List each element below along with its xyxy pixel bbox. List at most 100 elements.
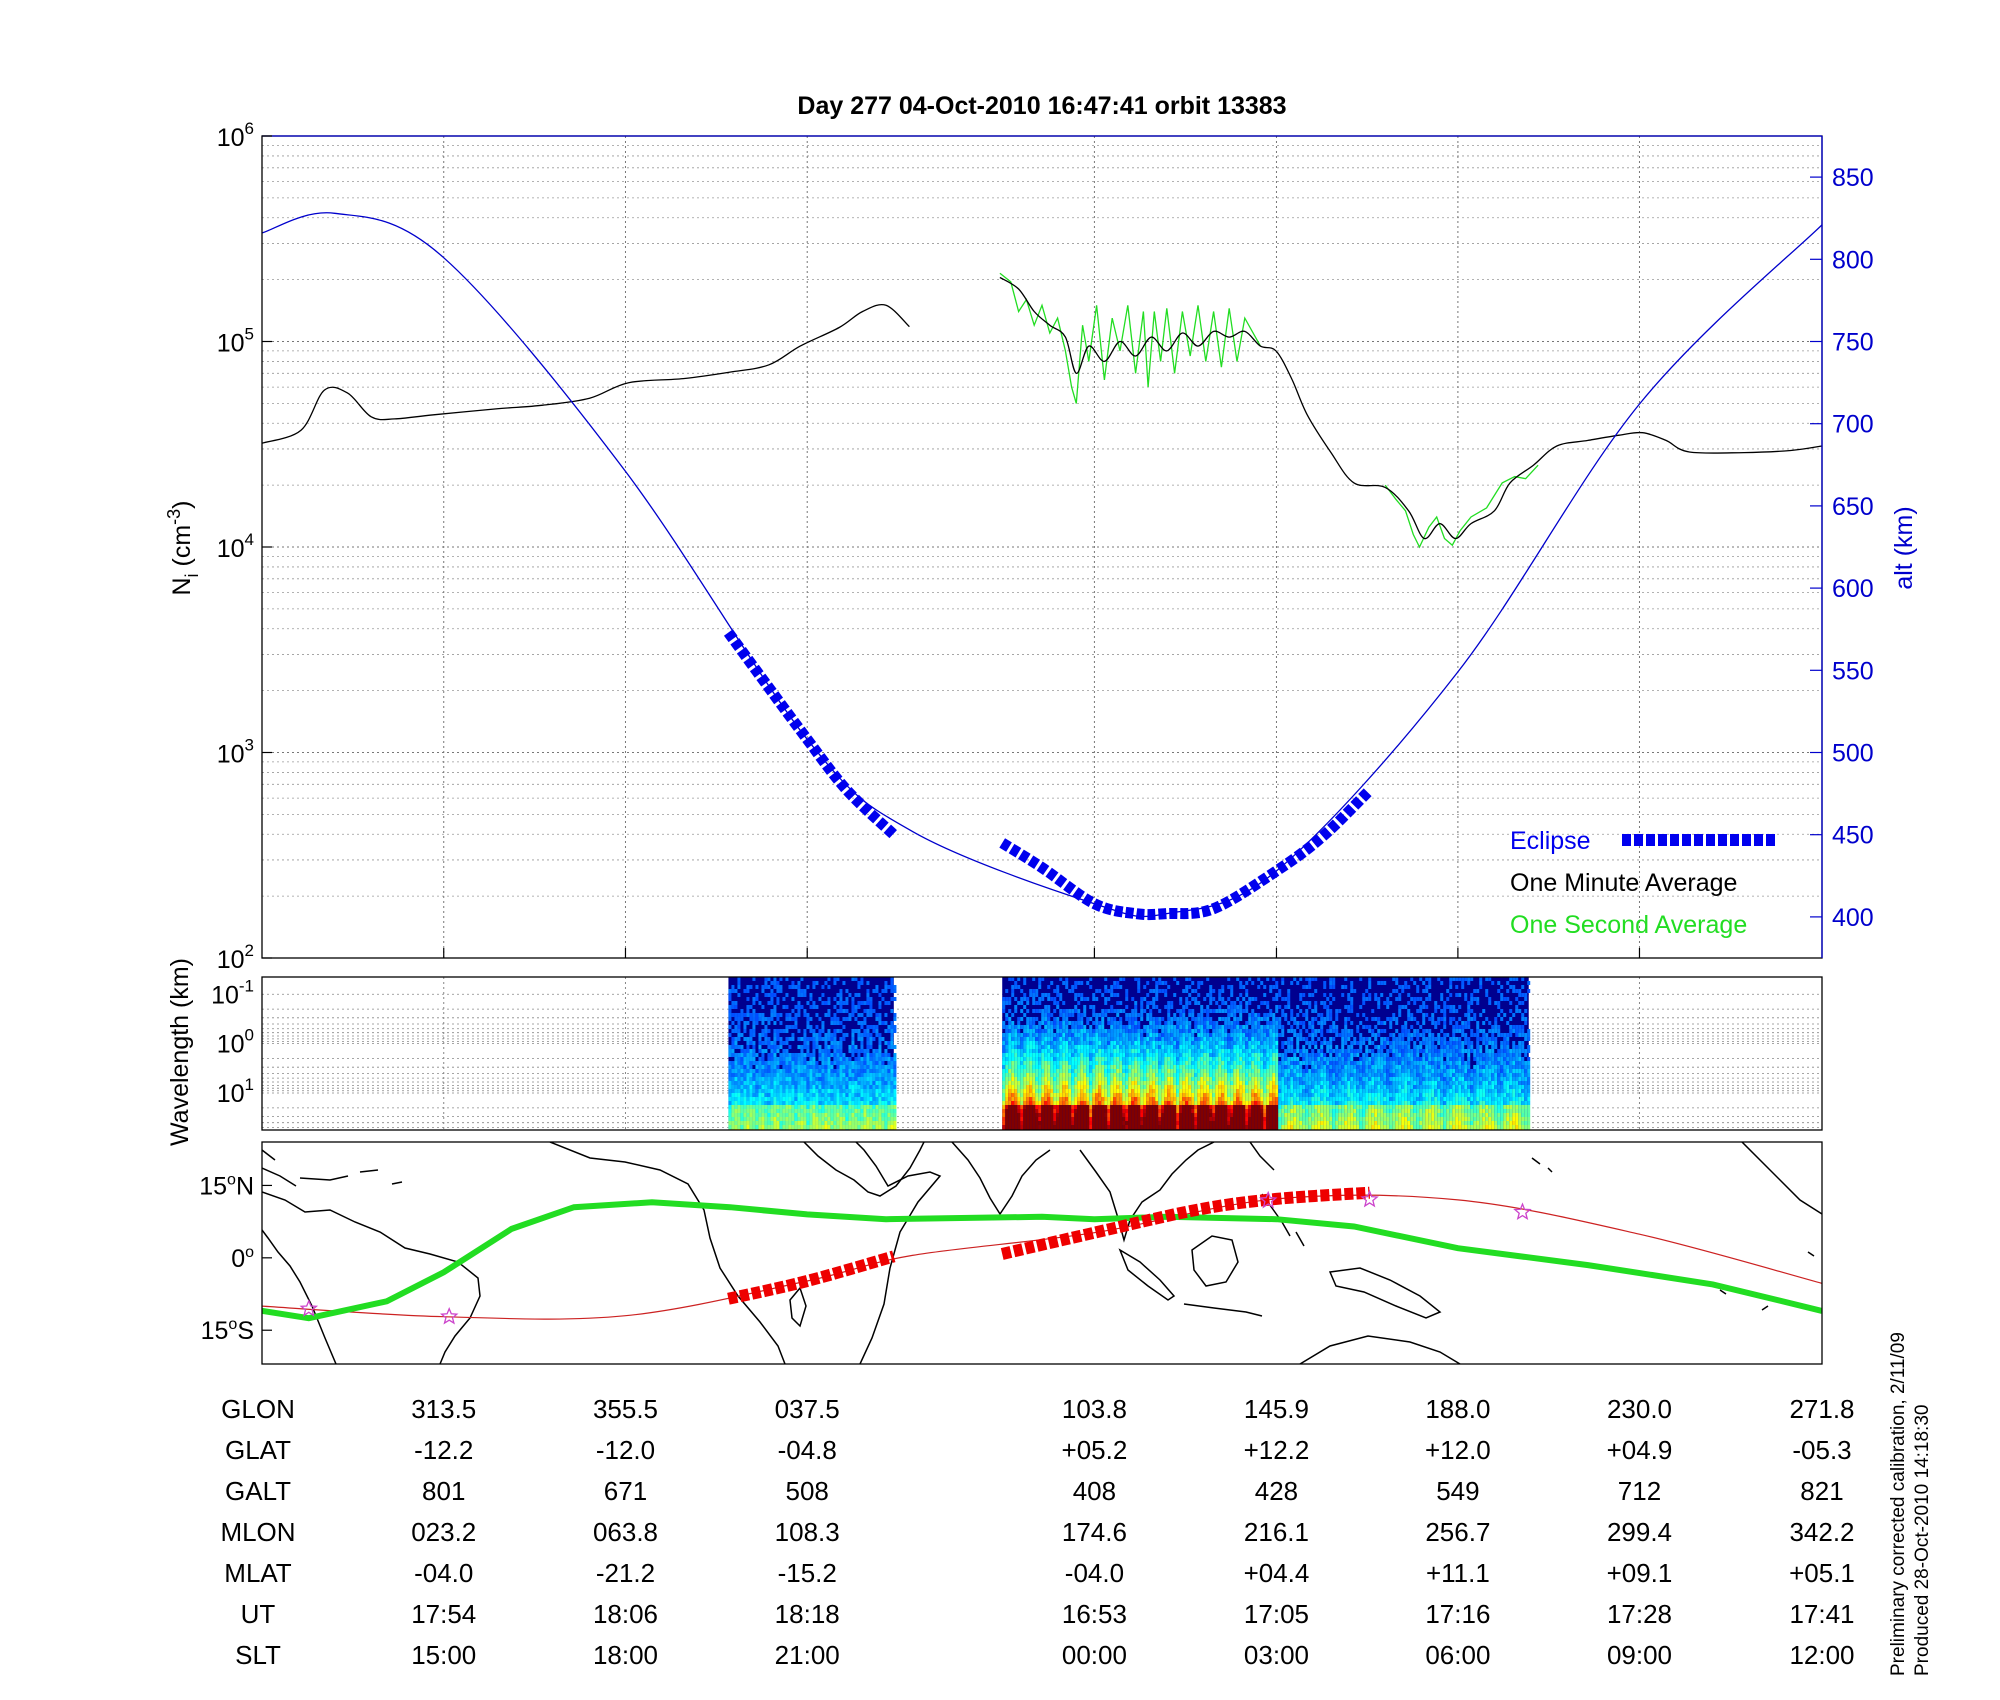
spectrogram-cell <box>764 1017 768 1021</box>
spectrogram-cell <box>854 1097 858 1101</box>
spectrogram-cell <box>1125 1081 1129 1085</box>
spectrogram-cell <box>1125 1069 1129 1073</box>
spectrogram-cell <box>1281 1125 1285 1129</box>
spectrogram-cell <box>1203 1037 1207 1041</box>
spectrogram-cell <box>1029 1053 1033 1057</box>
spectrogram-cell <box>1050 1105 1054 1109</box>
spectrogram-cell <box>740 1061 744 1065</box>
spectrogram-cell <box>1140 1009 1144 1013</box>
spectrogram-cell <box>1143 1093 1147 1097</box>
spectrogram-cell <box>1287 1069 1291 1073</box>
spectrogram-cell <box>776 1045 780 1049</box>
spectrogram-cell <box>884 1097 888 1101</box>
spectrogram-cell <box>893 1117 897 1121</box>
spectrogram-cell <box>1179 1001 1183 1005</box>
spectrogram-cell <box>1101 1077 1105 1081</box>
spectrogram-cell <box>773 1121 777 1125</box>
spectrogram-cell <box>863 1077 867 1081</box>
spectrogram-cell <box>1191 1117 1195 1121</box>
spectrogram-cell <box>767 1117 771 1121</box>
spectrogram-cell <box>740 1077 744 1081</box>
spectrogram-cell <box>860 1049 864 1053</box>
spectrogram-cell <box>773 977 777 981</box>
spectrogram-cell <box>1203 1117 1207 1121</box>
spectrogram-cell <box>1194 1093 1198 1097</box>
spectrogram-cell <box>734 1013 738 1017</box>
spectrogram-cell <box>1164 1125 1168 1129</box>
spectrogram-cell <box>758 1077 762 1081</box>
spectrogram-cell <box>1053 997 1057 1001</box>
spectrogram-cell <box>890 1025 894 1029</box>
spectrogram-cell <box>1296 1005 1300 1009</box>
spectrogram-cell <box>1239 1065 1243 1069</box>
spectrogram-cell <box>746 1049 750 1053</box>
spectrogram-cell <box>1287 989 1291 993</box>
spectrogram-cell <box>1251 1049 1255 1053</box>
spectrogram-cell <box>1074 1097 1078 1101</box>
spectrogram-cell <box>764 1033 768 1037</box>
spectrogram-cell <box>1209 1085 1213 1089</box>
spectrogram-cell <box>863 1057 867 1061</box>
spectrogram-cell <box>1170 1081 1174 1085</box>
spectrogram-cell <box>1098 1073 1102 1077</box>
spectrogram-cell <box>1200 1117 1204 1121</box>
spectrogram-cell <box>1278 1125 1282 1129</box>
spectrogram-cell <box>1026 1105 1030 1109</box>
spectrogram-cell <box>821 1109 825 1113</box>
spectrogram-cell <box>1206 1121 1210 1125</box>
spectrogram-cell <box>1062 1009 1066 1013</box>
spectrogram-cell <box>1047 1093 1051 1097</box>
spectrogram-cell <box>872 1085 876 1089</box>
spectrogram-cell <box>1011 977 1015 981</box>
spectrogram-cell <box>842 1097 846 1101</box>
spectrogram-cell <box>1197 1029 1201 1033</box>
spectrogram-cell <box>1221 1001 1225 1005</box>
spectrogram-cell <box>1272 1069 1276 1073</box>
spectrogram-cell <box>863 1033 867 1037</box>
spectrogram-cell <box>827 977 831 981</box>
spectrogram-cell <box>1116 1085 1120 1089</box>
spectrogram-cell <box>863 1029 867 1033</box>
spectrogram-cell <box>1044 1025 1048 1029</box>
spectrogram-cell <box>836 1045 840 1049</box>
spectrogram-cell <box>857 993 861 997</box>
spectrogram-cell <box>785 1065 789 1069</box>
spectrogram-cell <box>1230 1041 1234 1045</box>
spectrogram-cell <box>1143 985 1147 989</box>
spectrogram-cell <box>1071 1061 1075 1065</box>
spectrogram-cell <box>1302 1073 1306 1077</box>
spectrogram-cell <box>845 1125 849 1129</box>
spectrogram-cell <box>1086 1061 1090 1065</box>
spectrogram-cell <box>884 1013 888 1017</box>
spectrogram-cell <box>1146 1069 1150 1073</box>
spectrogram-cell <box>1173 1105 1177 1109</box>
spectrogram-cell <box>1131 997 1135 1001</box>
spectrogram-cell <box>1227 1077 1231 1081</box>
spectrogram-cell <box>1257 1021 1261 1025</box>
spectrogram-cell <box>1269 1097 1273 1101</box>
spectrogram-cell <box>1047 1013 1051 1017</box>
spectrogram-cell <box>1302 1085 1306 1089</box>
spectrogram-cell <box>764 985 768 989</box>
spectrogram-cell <box>1233 1017 1237 1021</box>
spectrogram-cell <box>755 1013 759 1017</box>
spectrogram-cell <box>1095 989 1099 993</box>
spectrogram-cell <box>1230 1069 1234 1073</box>
spectrogram-cell <box>1077 1017 1081 1021</box>
spectrogram-cell <box>857 981 861 985</box>
spectrogram-cell <box>1137 1013 1141 1017</box>
spectrogram-cell <box>1077 1033 1081 1037</box>
spectrogram-cell <box>728 1017 732 1021</box>
spectrogram-cell <box>1254 1025 1258 1029</box>
spectrogram-cell <box>1065 1033 1069 1037</box>
spectrogram-cell <box>1026 1125 1030 1129</box>
spectrogram-cell <box>758 1049 762 1053</box>
spectrogram-cell <box>1062 1109 1066 1113</box>
spectrogram-cell <box>800 1049 804 1053</box>
spectrogram-cell <box>854 1045 858 1049</box>
spectrogram-cell <box>860 1045 864 1049</box>
spectrogram-cell <box>872 1073 876 1077</box>
spectrogram-cell <box>776 997 780 1001</box>
spectrogram-cell <box>1077 1093 1081 1097</box>
